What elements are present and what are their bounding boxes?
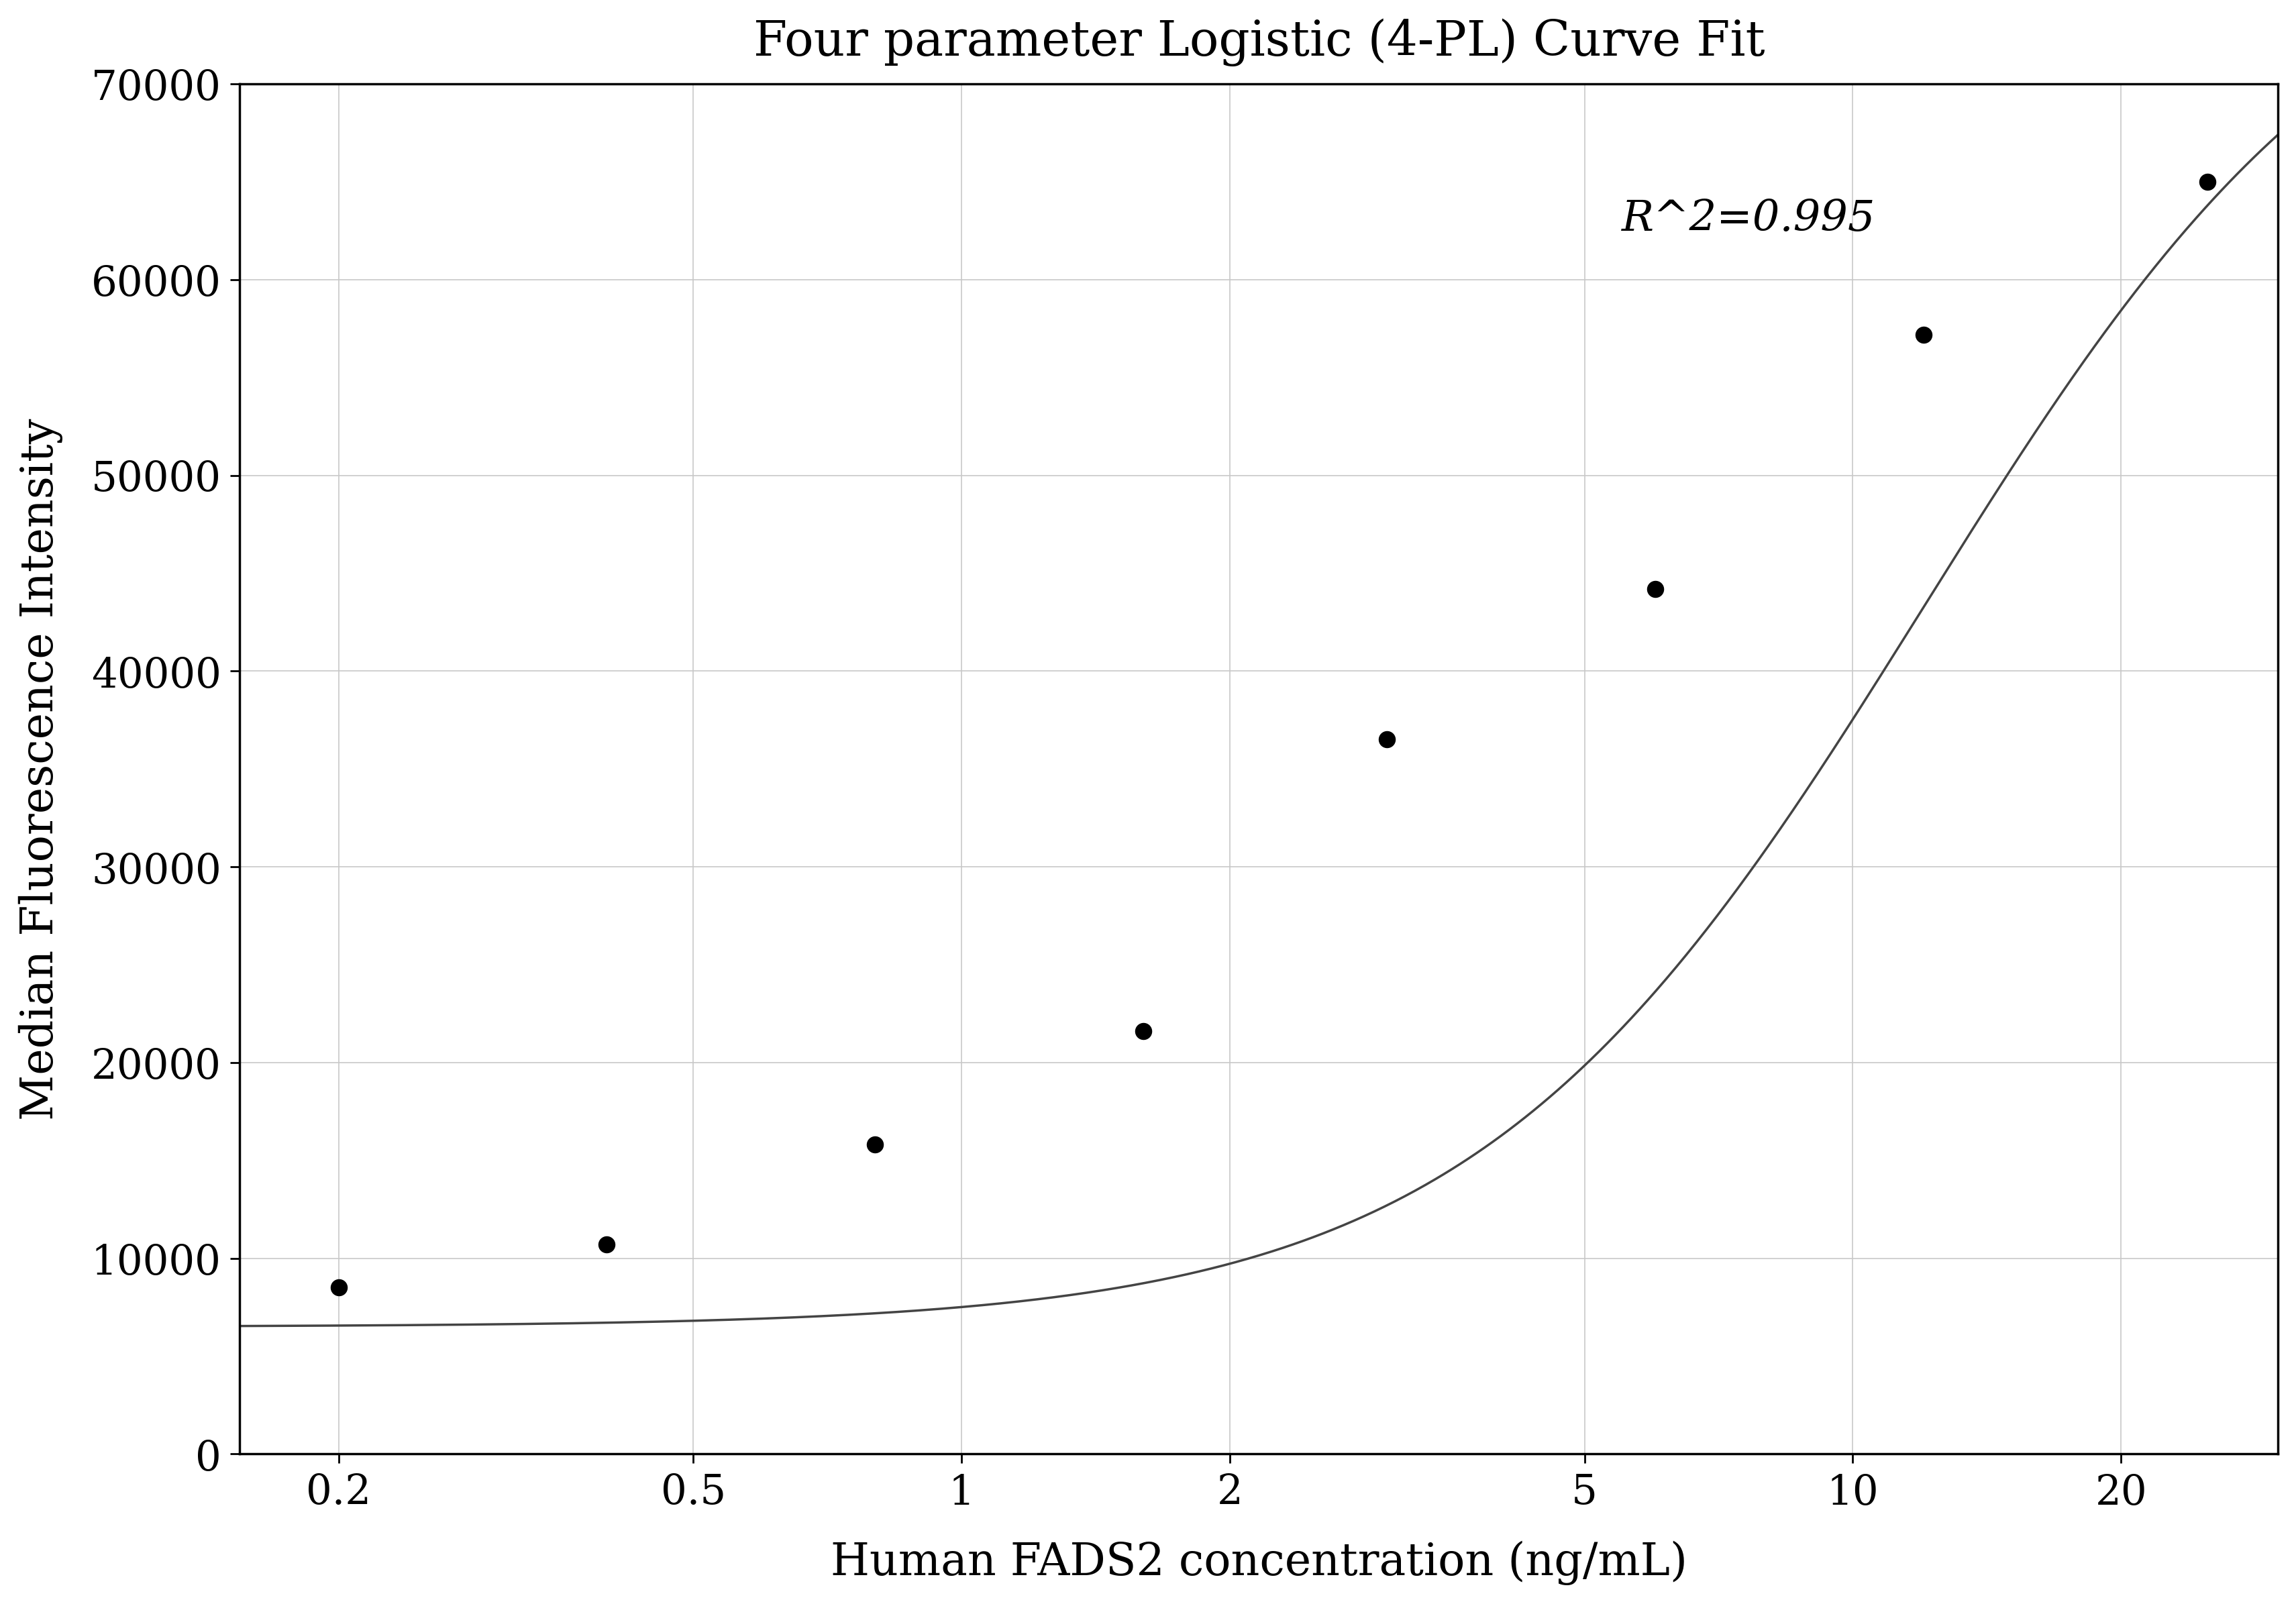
Point	[2188, 168, 2225, 194]
Point	[1903, 321, 1940, 346]
Y-axis label: Median Fluorescence Intensity: Median Fluorescence Intensity	[18, 419, 62, 1120]
Point	[1368, 727, 1405, 752]
X-axis label: Human FADS2 concentration (ng/mL): Human FADS2 concentration (ng/mL)	[831, 1541, 1688, 1585]
Point	[1125, 1019, 1162, 1044]
Point	[856, 1132, 893, 1158]
Point	[1637, 576, 1674, 602]
Point	[588, 1232, 625, 1258]
Title: Four parameter Logistic (4-PL) Curve Fit: Four parameter Logistic (4-PL) Curve Fit	[753, 19, 1763, 67]
Point	[319, 1275, 356, 1301]
Text: R^2=0.995: R^2=0.995	[1621, 199, 1876, 239]
